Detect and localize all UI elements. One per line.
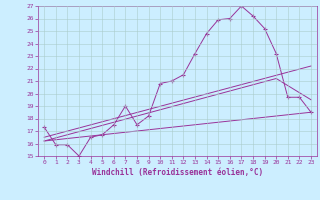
X-axis label: Windchill (Refroidissement éolien,°C): Windchill (Refroidissement éolien,°C): [92, 168, 263, 177]
